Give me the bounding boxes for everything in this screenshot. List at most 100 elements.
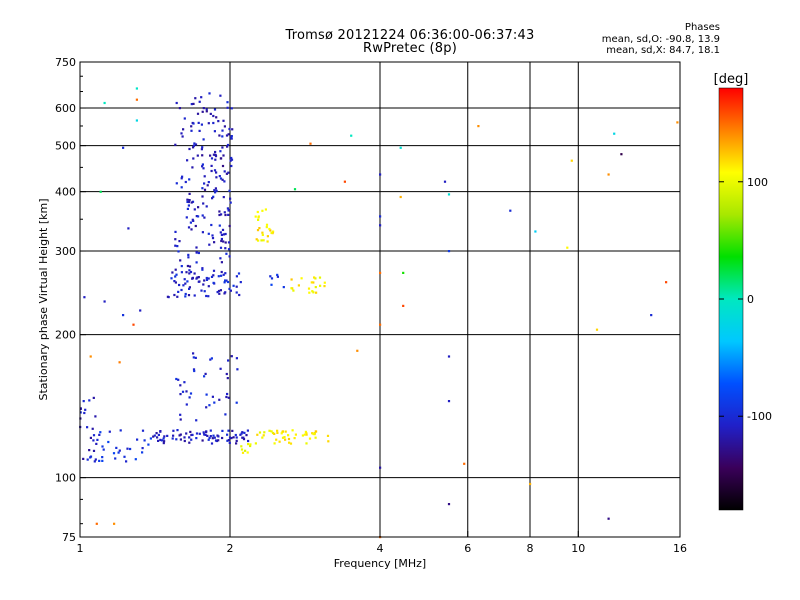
- data-point: [216, 291, 219, 294]
- data-point: [276, 431, 279, 434]
- data-point: [175, 101, 178, 105]
- data-point: [227, 171, 230, 174]
- data-point: [95, 522, 98, 525]
- data-point: [157, 433, 160, 436]
- data-point: [193, 142, 196, 145]
- data-point: [173, 280, 176, 283]
- data-point: [284, 438, 287, 441]
- data-point: [206, 434, 209, 437]
- data-point: [193, 272, 196, 275]
- data-point: [197, 121, 200, 124]
- data-point: [219, 157, 222, 160]
- data-point: [323, 285, 326, 288]
- data-point: [226, 433, 229, 436]
- data-point: [82, 457, 85, 460]
- data-point: [323, 281, 326, 284]
- data-point: [118, 449, 121, 452]
- data-point: [201, 187, 204, 190]
- data-point: [213, 189, 216, 192]
- data-point: [201, 267, 204, 270]
- data-point: [187, 204, 190, 207]
- data-point: [187, 226, 191, 229]
- data-point: [447, 503, 451, 506]
- data-point: [88, 399, 91, 402]
- y-tick-label: 600: [55, 102, 76, 115]
- data-point: [178, 107, 181, 110]
- data-point: [326, 434, 330, 437]
- data-point: [197, 215, 200, 218]
- data-point: [136, 438, 139, 441]
- data-point: [225, 372, 228, 376]
- data-point: [186, 198, 189, 201]
- data-point: [201, 214, 204, 217]
- data-point: [249, 444, 252, 448]
- data-point: [203, 182, 206, 185]
- data-point: [217, 439, 220, 442]
- data-point: [214, 155, 218, 158]
- data-point: [207, 122, 210, 125]
- data-point: [153, 434, 156, 437]
- data-point: [447, 400, 451, 403]
- data-point: [195, 261, 198, 264]
- data-point: [84, 408, 87, 411]
- data-point: [225, 395, 228, 399]
- data-point: [113, 522, 116, 525]
- data-point: [303, 433, 306, 436]
- data-point: [159, 438, 162, 441]
- data-point: [254, 442, 257, 445]
- colorbar: [deg] 100 0 -100: [714, 72, 772, 511]
- data-point: [294, 433, 297, 436]
- data-point: [219, 257, 222, 260]
- data-point: [112, 452, 116, 455]
- data-point: [255, 238, 258, 241]
- data-point: [188, 272, 191, 275]
- data-point: [261, 436, 264, 439]
- data-point: [261, 233, 264, 236]
- data-point: [107, 440, 110, 444]
- data-point: [209, 112, 212, 115]
- data-point: [219, 177, 223, 180]
- data-point: [86, 426, 89, 429]
- data-point: [281, 430, 284, 433]
- data-point: [190, 228, 193, 231]
- data-point: [134, 458, 137, 461]
- data-point: [205, 406, 208, 409]
- data-point: [265, 223, 269, 226]
- data-point: [184, 180, 187, 184]
- data-point: [260, 239, 263, 242]
- data-point: [190, 103, 193, 106]
- data-point: [101, 445, 104, 448]
- data-point: [379, 271, 382, 274]
- data-point: [221, 146, 224, 149]
- data-point: [273, 442, 276, 445]
- data-point: [665, 281, 668, 284]
- data-point: [203, 188, 207, 191]
- data-point: [166, 434, 169, 437]
- data-point: [311, 290, 314, 293]
- data-point: [308, 291, 311, 294]
- data-point: [149, 437, 152, 440]
- data-point: [162, 437, 165, 440]
- data-point: [194, 97, 197, 100]
- data-point: [185, 403, 188, 406]
- data-point: [222, 196, 225, 199]
- data-point: [314, 430, 317, 433]
- data-point: [212, 269, 216, 272]
- data-point: [178, 240, 181, 243]
- data-point: [195, 277, 198, 280]
- data-point: [187, 256, 190, 259]
- data-point: [119, 429, 122, 432]
- data-point: [236, 368, 239, 371]
- x-tick-label: 16: [673, 542, 687, 555]
- data-point: [195, 251, 198, 254]
- data-point: [220, 233, 223, 236]
- data-point: [225, 279, 228, 282]
- data-point: [96, 438, 99, 441]
- data-point: [256, 229, 260, 232]
- data-point: [402, 271, 405, 274]
- data-point: [262, 239, 265, 242]
- data-point: [288, 441, 291, 444]
- data-point: [129, 447, 132, 451]
- data-point: [269, 275, 272, 278]
- data-point: [315, 291, 318, 294]
